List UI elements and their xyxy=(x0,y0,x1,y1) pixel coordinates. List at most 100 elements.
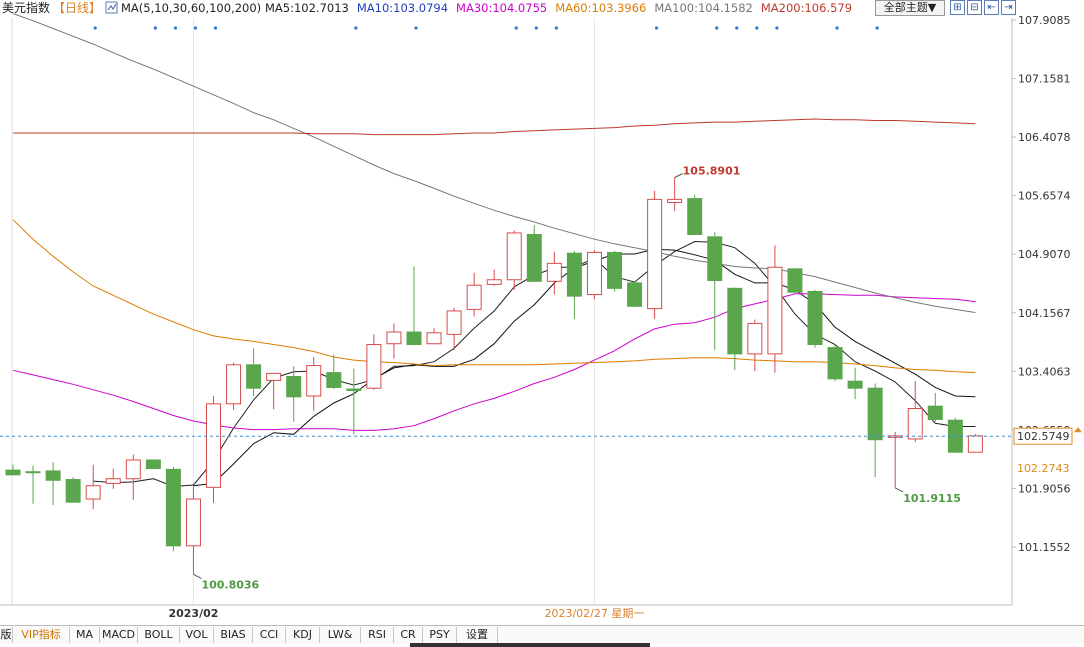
annotation-leader xyxy=(193,573,202,579)
zoom-out-icon[interactable]: ⊟ xyxy=(967,0,982,15)
ma-values: MA5:102.7013 MA10:103.0794 MA30:104.0755 MA… xyxy=(265,1,852,15)
y-tick-label: 105.6574 xyxy=(1018,190,1071,203)
y-tick-label: 103.4063 xyxy=(1018,365,1071,378)
scroll-right-icon[interactable]: ⇥ xyxy=(1001,0,1016,15)
candle xyxy=(426,328,442,345)
ma-line-ma10 xyxy=(193,248,976,487)
tab-layout[interactable]: 版 xyxy=(0,627,13,643)
candle xyxy=(165,467,181,552)
candle xyxy=(466,272,482,317)
candle xyxy=(266,372,282,410)
candle-body-up xyxy=(85,485,101,500)
ma-value-item: MA100:104.1582 xyxy=(654,1,753,15)
candle-body-up xyxy=(486,279,502,285)
candle-body-up xyxy=(446,310,462,335)
tab-vol[interactable]: VOL xyxy=(180,627,214,643)
candle xyxy=(185,486,201,575)
candle-body-down xyxy=(45,470,61,481)
tab-settings[interactable]: 设置 xyxy=(457,627,498,643)
event-marker-dot xyxy=(554,26,558,30)
candle xyxy=(807,289,823,348)
event-marker-dot xyxy=(153,26,157,30)
candle xyxy=(546,251,562,295)
tab-cr[interactable]: CR xyxy=(394,627,423,643)
candle xyxy=(406,266,422,346)
candle-body-up xyxy=(206,403,221,488)
event-marker-dot xyxy=(735,26,739,30)
candle-body-up xyxy=(667,198,683,203)
event-marker-dot xyxy=(534,26,538,30)
scrollbar-thumb[interactable] xyxy=(410,643,650,647)
candle xyxy=(326,354,342,389)
candle xyxy=(65,477,81,503)
y-tick-label: 107.9085 xyxy=(1018,14,1071,27)
candle xyxy=(45,462,61,506)
candle-body-up xyxy=(907,408,923,440)
y-tick-label: 107.1581 xyxy=(1018,73,1071,86)
candle-body-down xyxy=(807,290,823,346)
candle xyxy=(847,367,863,400)
y-tick-label: 104.1567 xyxy=(1018,307,1071,320)
scroll-left-icon[interactable]: ⇤ xyxy=(984,0,999,15)
candle xyxy=(85,464,101,510)
event-marker-dot xyxy=(414,26,418,30)
tab-rsi[interactable]: RSI xyxy=(361,627,394,643)
tab-macd[interactable]: MACD xyxy=(100,627,138,643)
instrument-name: 美元指数 xyxy=(2,0,50,15)
candle-body-down xyxy=(346,388,362,392)
tab-ma[interactable]: MA xyxy=(70,627,100,643)
candle xyxy=(486,269,502,286)
candle-body-up xyxy=(386,331,402,345)
x-tick-label: 2023/02 xyxy=(168,607,218,620)
candle-body-down xyxy=(566,252,582,297)
event-marker-dot xyxy=(213,26,218,30)
candle xyxy=(747,319,763,372)
last-price-box xyxy=(1013,427,1073,445)
cursor-date-label: 2023/02/27 星期一 xyxy=(544,607,644,620)
candle xyxy=(767,245,783,373)
candle xyxy=(907,381,923,443)
candle xyxy=(827,344,843,382)
y-tick-label: 104.9070 xyxy=(1018,248,1071,261)
candle-body-down xyxy=(246,364,262,389)
candle xyxy=(5,464,21,476)
low-annotation: 101.9115 xyxy=(903,492,961,505)
period-label[interactable]: 【日线】 xyxy=(53,1,101,15)
tab-lw[interactable]: LW& xyxy=(320,627,361,643)
tab-vip[interactable]: VIP指标 xyxy=(13,627,70,643)
tab-boll[interactable]: BOLL xyxy=(138,627,180,643)
candle xyxy=(687,194,703,235)
event-marker-dot xyxy=(715,26,719,30)
candle xyxy=(446,307,462,350)
ma-line-ma60 xyxy=(12,219,976,374)
event-marker-dot xyxy=(655,26,659,30)
theme-dropdown[interactable]: 全部主题▼ xyxy=(875,0,945,16)
event-marker-dot xyxy=(875,26,879,30)
candle-body-up xyxy=(506,232,522,281)
tab-psy[interactable]: PSY xyxy=(423,627,457,643)
candle-body-up xyxy=(586,251,602,296)
event-marker-dot xyxy=(173,26,177,30)
ma-settings-icon[interactable] xyxy=(105,1,118,14)
ma-value-item: MA30:104.0755 xyxy=(456,1,547,15)
candle xyxy=(25,465,41,504)
tab-cci[interactable]: CCI xyxy=(253,627,286,643)
candle xyxy=(627,281,643,307)
candle-body-up xyxy=(266,372,282,381)
candle-body-up xyxy=(306,365,322,397)
candle-body-up xyxy=(366,344,382,389)
candle-body-down xyxy=(5,469,21,476)
candle xyxy=(707,232,723,350)
prev-close-label: 102.2743 xyxy=(1017,462,1070,475)
candle xyxy=(526,225,542,283)
tab-kdj[interactable]: KDJ xyxy=(286,627,320,643)
candle xyxy=(346,368,362,435)
ma-value-item: MA10:103.0794 xyxy=(357,1,448,15)
y-tick-label: 101.9056 xyxy=(1018,482,1071,495)
candle xyxy=(386,323,402,359)
candle-body-down xyxy=(827,347,843,380)
zoom-in-icon[interactable]: ⊞ xyxy=(950,0,965,15)
tab-bias[interactable]: BIAS xyxy=(214,627,253,643)
candle xyxy=(967,434,983,453)
